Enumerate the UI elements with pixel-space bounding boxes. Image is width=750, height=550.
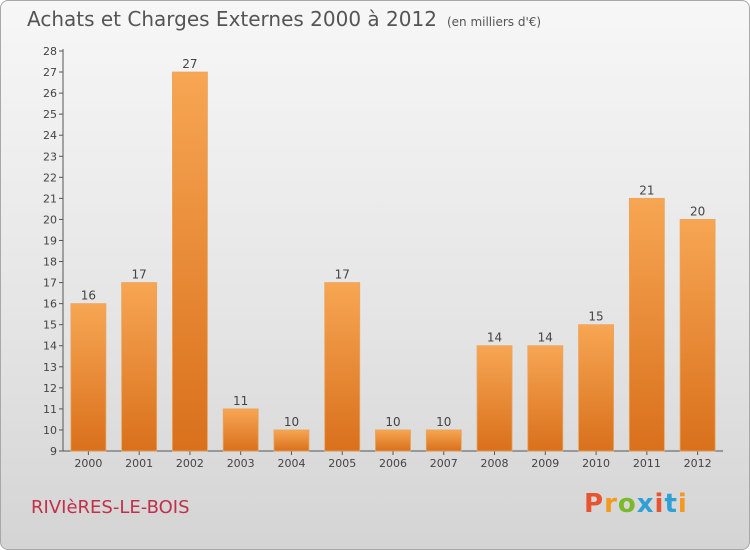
brand-letter: x bbox=[636, 489, 655, 519]
bar bbox=[578, 324, 614, 452]
x-tick-label: 2007 bbox=[430, 457, 458, 470]
brand-letter: i bbox=[654, 489, 665, 519]
y-tick-label: 15 bbox=[43, 319, 57, 332]
bar bbox=[324, 282, 361, 452]
brand-letter: o bbox=[617, 489, 637, 519]
bar bbox=[375, 429, 411, 452]
y-tick-label: 11 bbox=[43, 403, 57, 416]
data-label: 10 bbox=[385, 415, 400, 429]
bar bbox=[273, 429, 310, 452]
bar bbox=[121, 282, 158, 452]
x-tick-label: 2012 bbox=[684, 457, 712, 470]
x-tick-label: 2008 bbox=[481, 457, 509, 470]
axes: 9 10 11 12 13 14 15 16 17 18 19 20 21 22 23 24 25 26 27 28 2… bbox=[43, 45, 723, 470]
brand-logo: Proxiti bbox=[584, 489, 688, 519]
bar bbox=[628, 197, 665, 452]
bar bbox=[222, 408, 259, 452]
y-tick-label: 18 bbox=[43, 256, 57, 269]
x-tick-label: 2000 bbox=[74, 457, 102, 470]
y-tick-label: 10 bbox=[43, 424, 57, 437]
data-label: 14 bbox=[487, 331, 502, 345]
data-label: 10 bbox=[284, 415, 299, 429]
x-tick-label: 2003 bbox=[227, 457, 255, 470]
y-tick-label: 14 bbox=[43, 340, 57, 353]
y-tick-label: 13 bbox=[43, 361, 57, 374]
y-tick-label: 19 bbox=[43, 234, 57, 247]
bar bbox=[679, 219, 716, 452]
y-tick-label: 20 bbox=[43, 213, 57, 226]
brand-letter: r bbox=[604, 489, 618, 519]
y-tick-label: 12 bbox=[43, 382, 57, 395]
x-tick-label: 2005 bbox=[328, 457, 356, 470]
brand-letter: t bbox=[664, 489, 678, 519]
bar bbox=[172, 71, 208, 452]
bar bbox=[527, 345, 564, 452]
y-tick-label: 23 bbox=[43, 150, 57, 163]
x-tick-label: 2006 bbox=[379, 457, 407, 470]
data-label: 16 bbox=[81, 289, 96, 303]
x-tick-label: 2001 bbox=[125, 457, 153, 470]
y-tick-label: 22 bbox=[43, 171, 57, 184]
bar bbox=[70, 303, 107, 452]
y-tick-label: 17 bbox=[43, 277, 57, 290]
y-tick-label: 25 bbox=[43, 108, 57, 121]
data-label: 15 bbox=[588, 310, 603, 324]
commune-name: RIVIèRES-LE-BOIS bbox=[31, 497, 190, 518]
y-tick-label: 24 bbox=[43, 129, 57, 142]
x-tick-label: 2009 bbox=[531, 457, 559, 470]
bar bbox=[476, 345, 513, 452]
data-label: 20 bbox=[690, 204, 705, 218]
data-label: 27 bbox=[182, 57, 197, 71]
x-tick-label: 2010 bbox=[582, 457, 610, 470]
data-label: 11 bbox=[233, 394, 248, 408]
chart-title: Achats et Charges Externes 2000 à 2012 bbox=[27, 7, 437, 31]
x-tick-label: 2011 bbox=[633, 457, 661, 470]
data-label: 17 bbox=[335, 268, 350, 282]
data-label: 21 bbox=[639, 183, 654, 197]
x-tick-label: 2002 bbox=[176, 457, 204, 470]
y-tick-label: 21 bbox=[43, 192, 57, 205]
data-labels: 16 17 27 11 10 17 10 10 14 14 15 21 20 bbox=[81, 57, 706, 429]
data-label: 10 bbox=[436, 415, 451, 429]
y-tick-label: 26 bbox=[43, 87, 57, 100]
data-label: 17 bbox=[132, 268, 147, 282]
y-tick-label: 28 bbox=[43, 45, 57, 58]
y-tick-label: 16 bbox=[43, 298, 57, 311]
bar bbox=[425, 429, 462, 452]
data-label: 14 bbox=[538, 331, 553, 345]
x-tick-label: 2004 bbox=[277, 457, 305, 470]
bars bbox=[70, 71, 716, 452]
y-tick-label: 27 bbox=[43, 66, 57, 79]
brand-letter: P bbox=[584, 489, 605, 519]
brand-letter: i bbox=[677, 489, 688, 519]
chart-subtitle: (en milliers d'€) bbox=[446, 15, 542, 29]
title-line: Achats et Charges Externes 2000 à 2012 (e… bbox=[27, 7, 541, 31]
y-tick-label: 9 bbox=[50, 445, 57, 458]
